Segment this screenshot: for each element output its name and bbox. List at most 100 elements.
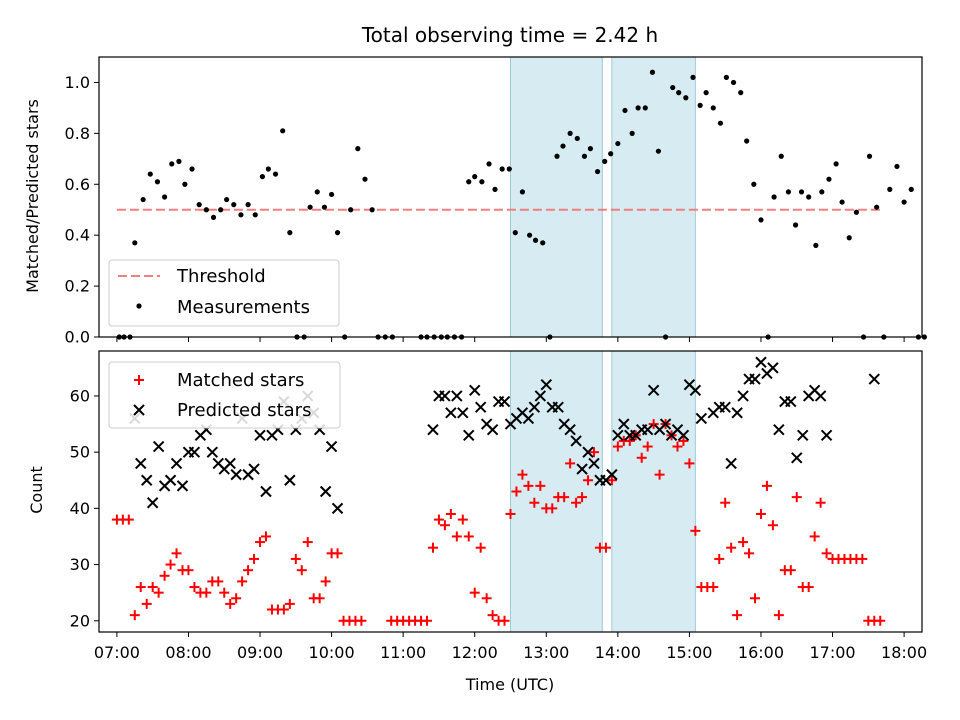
predicted-point-66-b bbox=[612, 429, 624, 442]
matched-point-84 bbox=[636, 452, 647, 463]
legend-measurements-label: Measurements bbox=[177, 297, 310, 318]
measurement-point-15 bbox=[218, 207, 224, 213]
top-panel: 0.0 0.2 0.4 0.6 0.8 1.0 Threshold Measurements… bbox=[23, 56, 927, 347]
measurement-point-86 bbox=[723, 74, 729, 80]
predicted-point-66 bbox=[612, 429, 624, 442]
matched-point-20 bbox=[231, 593, 242, 604]
matched-point-92 bbox=[684, 458, 695, 469]
measurement-point-76 bbox=[655, 148, 662, 154]
measurement-point-56 bbox=[519, 189, 526, 195]
measurement-point-97 bbox=[798, 189, 805, 195]
measurement-point-23 bbox=[272, 171, 279, 177]
predicted-point-13-b bbox=[206, 446, 219, 458]
shaded-interval-1 bbox=[611, 350, 696, 633]
matched-point-85 bbox=[642, 441, 653, 452]
matched-point-54 bbox=[457, 514, 468, 525]
predicted-point-51-b bbox=[522, 412, 535, 425]
matched-point-78 bbox=[600, 542, 611, 553]
bottom-x-tick-label-7: 14:00 bbox=[595, 643, 641, 662]
matched-point-53 bbox=[451, 531, 462, 542]
measurement-point-49 bbox=[472, 174, 478, 180]
measurement-point-6 bbox=[154, 179, 161, 185]
top-y-tick-label-2: 0.4 bbox=[65, 226, 90, 245]
predicted-point-56 bbox=[552, 401, 564, 413]
matched-point-86 bbox=[648, 419, 659, 430]
predicted-point-92 bbox=[773, 423, 785, 436]
bottom-x-tick-label-0: 07:00 bbox=[94, 643, 140, 662]
measurement-point-94 bbox=[778, 153, 784, 159]
measurement-point-11 bbox=[189, 166, 195, 172]
predicted-point-72 bbox=[647, 384, 660, 397]
measurement-point-14 bbox=[210, 214, 217, 220]
matched-point-121 bbox=[857, 553, 868, 564]
predicted-point-6-b bbox=[164, 474, 177, 486]
matched-point-30 bbox=[290, 553, 301, 564]
measurement-point-101 bbox=[826, 176, 832, 182]
top-y-tick-label-5: 1.0 bbox=[65, 73, 90, 92]
predicted-point-35-b bbox=[427, 423, 439, 436]
predicted-point-33 bbox=[325, 440, 338, 453]
predicted-point-84 bbox=[725, 457, 737, 470]
measurement-point-3 bbox=[132, 240, 138, 246]
predicted-point-7-b bbox=[170, 457, 183, 470]
measurement-point-5 bbox=[147, 171, 153, 177]
measurement-point-8 bbox=[169, 161, 175, 167]
measurement-point-52 bbox=[492, 186, 498, 192]
measurement-point-50 bbox=[479, 179, 485, 185]
measurement-point-107 bbox=[866, 153, 873, 159]
measurement-point-35 bbox=[355, 146, 361, 152]
matched-point-29 bbox=[284, 598, 295, 609]
matched-point-76 bbox=[588, 447, 599, 458]
top-y-axis-label: Matched/Predicted stars bbox=[23, 99, 42, 293]
matched-point-101 bbox=[738, 537, 749, 548]
predicted-point-33-b bbox=[325, 440, 338, 453]
predicted-point-32-b bbox=[319, 485, 332, 498]
matched-point-49 bbox=[427, 542, 438, 553]
predicted-point-92-b bbox=[773, 423, 785, 436]
bottom-y-tick-label-0: 20 bbox=[70, 611, 90, 630]
matched-point-114 bbox=[815, 497, 826, 508]
matched-point-90 bbox=[672, 441, 683, 452]
matched-point-65 bbox=[523, 480, 534, 491]
predicted-point-86 bbox=[737, 390, 749, 402]
matched-point-37 bbox=[332, 548, 343, 559]
matched-point-115 bbox=[821, 548, 832, 559]
measurement-point-99 bbox=[813, 242, 819, 248]
predicted-point-47-b bbox=[498, 395, 511, 408]
predicted-point-54-b bbox=[540, 379, 552, 391]
matched-point-31 bbox=[296, 565, 307, 576]
matched-point-17 bbox=[213, 576, 224, 587]
predicted-point-60-b bbox=[576, 463, 588, 475]
matched-point-48 bbox=[422, 615, 433, 626]
measurement-point-81 bbox=[690, 74, 696, 80]
measurement-point-98 bbox=[806, 194, 812, 200]
matched-point-66 bbox=[529, 497, 540, 508]
predicted-point-2-b bbox=[141, 474, 153, 486]
predicted-point-100-b bbox=[820, 429, 833, 442]
predicted-point-99-b bbox=[814, 390, 827, 402]
matched-point-10 bbox=[171, 548, 182, 559]
bottom-x-tick-label-11: 18:00 bbox=[881, 643, 927, 662]
legend-predicted-label: Predicted stars bbox=[177, 400, 311, 421]
predicted-point-20-b bbox=[248, 463, 260, 475]
predicted-point-85 bbox=[731, 407, 743, 419]
predicted-point-17-b bbox=[230, 468, 242, 481]
predicted-point-43 bbox=[474, 401, 487, 413]
predicted-point-37 bbox=[439, 390, 451, 402]
measurement-point-36 bbox=[362, 176, 368, 182]
matched-point-12 bbox=[183, 565, 194, 576]
measurement-point-25 bbox=[287, 230, 293, 236]
measurement-point-93 bbox=[771, 194, 777, 200]
measurement-point-4 bbox=[140, 196, 146, 203]
measurement-point-21 bbox=[259, 174, 266, 180]
bottom-y-tick-label-1: 30 bbox=[70, 555, 90, 574]
chart-title: Total observing time = 2.42 h bbox=[361, 23, 658, 47]
x-axis-label: Time (UTC) bbox=[465, 675, 554, 694]
predicted-point-17 bbox=[230, 468, 242, 481]
predicted-point-80-b bbox=[695, 412, 708, 425]
predicted-point-85-b bbox=[731, 407, 743, 419]
measurement-point-9 bbox=[176, 158, 182, 164]
count-points bbox=[111, 356, 886, 626]
measurement-point-61 bbox=[554, 153, 560, 159]
predicted-point-38-b bbox=[445, 407, 457, 419]
